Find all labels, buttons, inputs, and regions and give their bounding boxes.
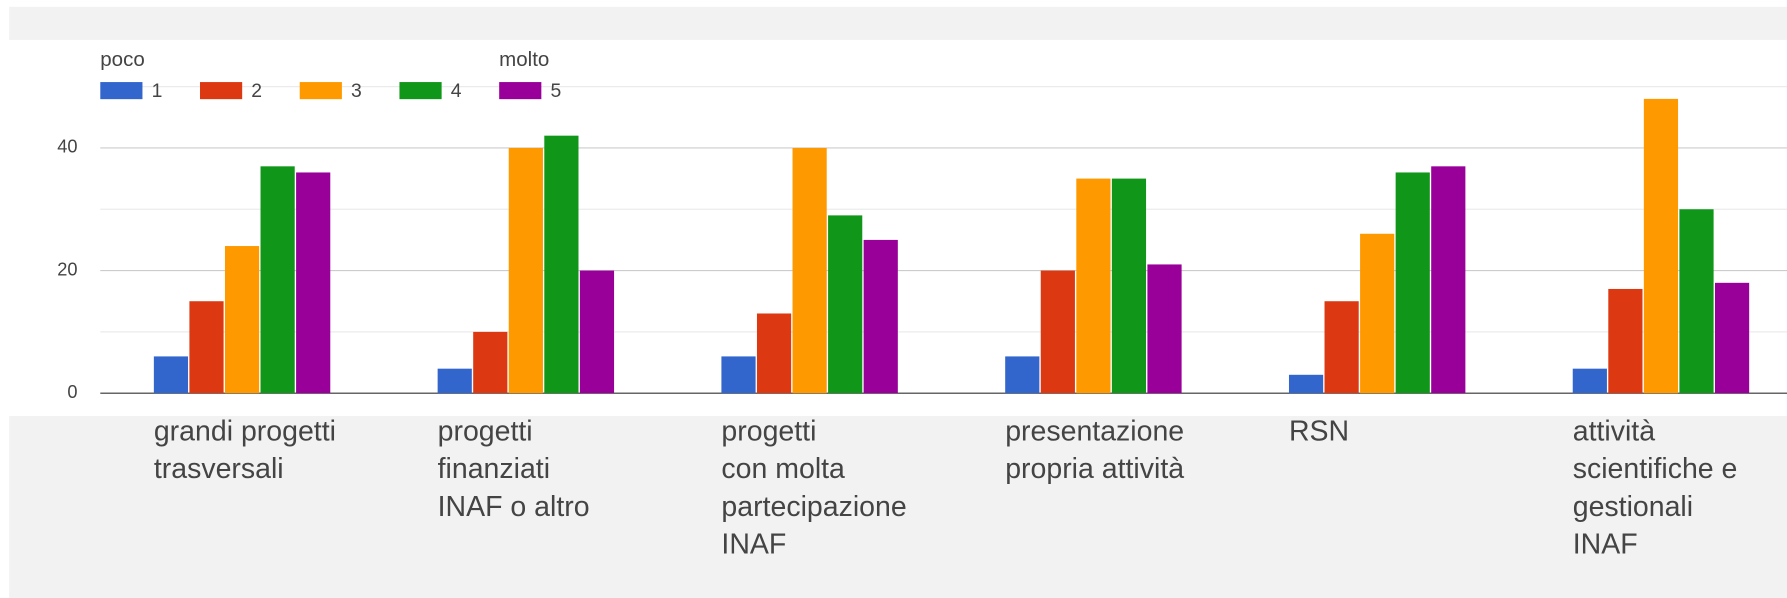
bar [1040, 270, 1075, 394]
legend-label: 1 [152, 80, 163, 102]
legend-swatch [200, 82, 243, 100]
x-tick-label: progetti [721, 416, 816, 448]
x-tick-label: con molta [721, 453, 845, 485]
bar [1076, 178, 1111, 394]
bar [1643, 98, 1679, 394]
bar [1147, 264, 1182, 394]
x-tick-label: INAF [721, 528, 786, 560]
legend-swatch [100, 82, 143, 100]
bar [544, 135, 579, 394]
bar [1431, 166, 1466, 394]
bar [579, 270, 615, 394]
top-band [9, 6, 1787, 40]
x-tick-label: RSN [1289, 416, 1349, 448]
bar [1005, 356, 1040, 394]
bar [224, 246, 260, 394]
bar [1714, 282, 1750, 394]
x-tick-label: trasversali [154, 453, 284, 485]
bar [756, 313, 792, 394]
bar [721, 356, 756, 394]
x-tick-label: partecipazione [721, 491, 906, 523]
y-tick-label: 20 [57, 258, 77, 279]
bar [1288, 374, 1324, 394]
legend-label: 2 [251, 80, 262, 102]
y-tick-label: 40 [57, 136, 77, 157]
bar [1572, 368, 1607, 394]
bar [189, 301, 224, 394]
bar [1111, 178, 1147, 394]
legend-label: 5 [550, 80, 561, 102]
x-tick-label: propria attività [1005, 453, 1184, 485]
legend-note: molto [499, 48, 549, 71]
x-tick-label: attività [1573, 416, 1655, 448]
bar [153, 356, 189, 394]
bar [1395, 172, 1430, 394]
bottom-band [9, 415, 1787, 598]
bar [828, 215, 863, 394]
bar [296, 172, 331, 394]
bar [260, 166, 295, 394]
y-tick-label: 0 [67, 381, 77, 402]
x-tick-label: progetti [438, 416, 533, 448]
bar [437, 368, 472, 394]
bar [508, 147, 543, 394]
bar [1360, 233, 1395, 394]
x-tick-label: presentazione [1005, 416, 1184, 448]
legend-swatch [499, 82, 542, 100]
x-tick-label: INAF [1573, 528, 1638, 560]
bar [792, 147, 827, 394]
bar [1679, 209, 1714, 394]
bar [1324, 301, 1359, 394]
x-tick-label: finanziati [438, 453, 550, 485]
legend-label: 3 [351, 80, 362, 102]
bar [1608, 288, 1643, 394]
x-tick-label: INAF o altro [438, 491, 590, 523]
legend-swatch [399, 82, 442, 100]
legend-note: poco [100, 48, 144, 71]
legend-swatch [299, 82, 342, 100]
bar [863, 239, 898, 394]
x-tick-label: gestionali [1573, 491, 1693, 523]
x-tick-label: scientifiche e [1573, 453, 1738, 485]
x-tick-label: grandi progetti [154, 416, 336, 448]
legend-label: 4 [451, 80, 462, 102]
bar [473, 331, 508, 394]
